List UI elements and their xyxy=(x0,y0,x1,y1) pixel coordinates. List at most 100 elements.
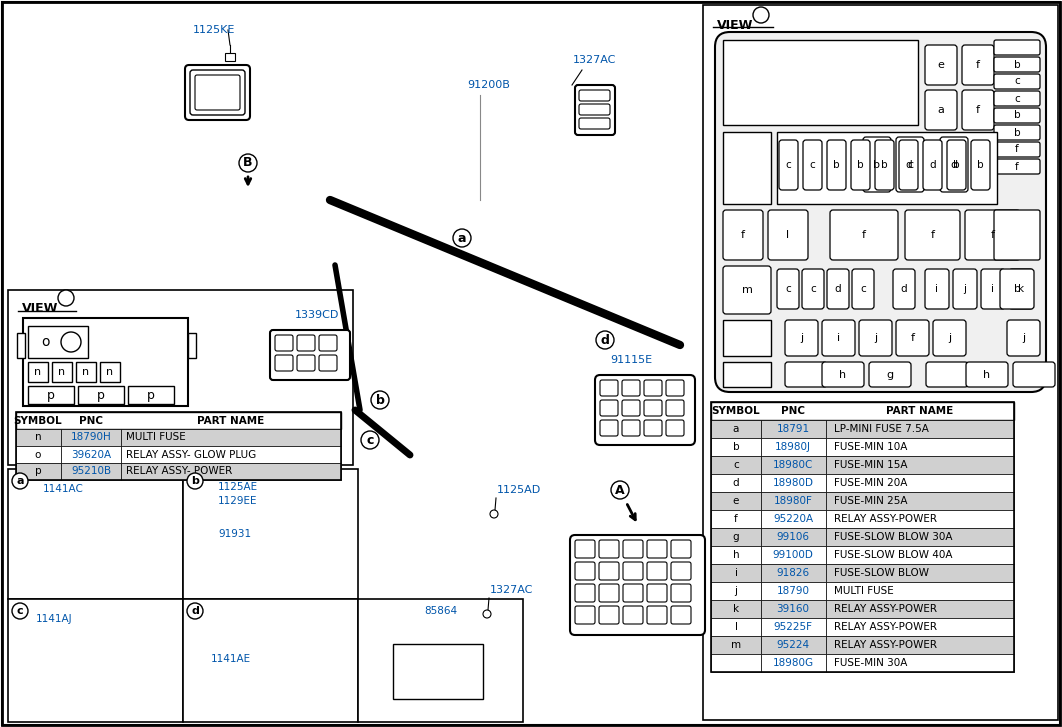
Text: FUSE-MIN 30A: FUSE-MIN 30A xyxy=(834,658,907,668)
FancyBboxPatch shape xyxy=(575,606,595,624)
FancyBboxPatch shape xyxy=(599,606,619,624)
Bar xyxy=(16,446,61,463)
FancyBboxPatch shape xyxy=(575,540,595,558)
Circle shape xyxy=(58,290,74,306)
FancyBboxPatch shape xyxy=(644,380,662,396)
FancyBboxPatch shape xyxy=(994,159,1040,174)
FancyBboxPatch shape xyxy=(599,584,619,602)
FancyBboxPatch shape xyxy=(940,137,967,192)
Text: 18980F: 18980F xyxy=(773,496,812,506)
FancyBboxPatch shape xyxy=(715,32,1046,392)
FancyBboxPatch shape xyxy=(671,584,691,602)
FancyBboxPatch shape xyxy=(926,362,967,387)
Text: 95224: 95224 xyxy=(776,640,809,650)
Bar xyxy=(761,546,826,564)
FancyBboxPatch shape xyxy=(275,335,293,351)
Bar xyxy=(710,402,1014,672)
Text: i: i xyxy=(992,284,994,294)
Text: p: p xyxy=(97,388,105,401)
Text: VIEW: VIEW xyxy=(22,302,58,315)
Text: c: c xyxy=(810,284,816,294)
Text: p: p xyxy=(147,388,155,401)
Text: 1327AC: 1327AC xyxy=(490,585,533,595)
Bar xyxy=(826,564,1014,582)
FancyBboxPatch shape xyxy=(575,562,595,580)
Circle shape xyxy=(12,603,28,619)
Bar xyxy=(761,600,826,618)
Text: h: h xyxy=(839,369,846,379)
Bar xyxy=(710,546,761,564)
Bar xyxy=(761,492,826,510)
Text: 1125KE: 1125KE xyxy=(193,25,236,35)
FancyBboxPatch shape xyxy=(319,335,337,351)
Text: c: c xyxy=(785,284,791,294)
FancyBboxPatch shape xyxy=(623,540,643,558)
Text: j: j xyxy=(948,333,952,343)
Text: RELAY ASSY-POWER: RELAY ASSY-POWER xyxy=(834,640,937,650)
FancyBboxPatch shape xyxy=(933,320,966,356)
Text: b: b xyxy=(881,160,888,170)
FancyBboxPatch shape xyxy=(994,125,1040,140)
FancyBboxPatch shape xyxy=(869,362,911,387)
Text: 99106: 99106 xyxy=(776,532,809,542)
FancyBboxPatch shape xyxy=(768,210,808,260)
Bar xyxy=(17,333,25,358)
Bar xyxy=(710,600,761,618)
Text: a: a xyxy=(458,231,466,244)
Bar xyxy=(121,446,341,463)
Text: n: n xyxy=(58,367,66,377)
FancyBboxPatch shape xyxy=(893,269,915,309)
Text: PART NAME: PART NAME xyxy=(198,416,264,425)
Bar xyxy=(61,463,121,480)
Text: b: b xyxy=(954,160,960,170)
Bar xyxy=(76,362,96,382)
Text: B: B xyxy=(243,156,253,169)
Text: h: h xyxy=(983,369,991,379)
FancyBboxPatch shape xyxy=(971,140,990,190)
FancyBboxPatch shape xyxy=(579,104,610,115)
Text: g: g xyxy=(887,369,893,379)
FancyBboxPatch shape xyxy=(644,400,662,416)
Text: PART NAME: PART NAME xyxy=(887,406,954,416)
Bar xyxy=(710,564,761,582)
Text: A: A xyxy=(757,10,766,20)
Circle shape xyxy=(239,154,257,172)
FancyBboxPatch shape xyxy=(319,355,337,371)
Bar xyxy=(826,420,1014,438)
Text: PNC: PNC xyxy=(781,406,805,416)
FancyBboxPatch shape xyxy=(900,140,918,190)
Text: b: b xyxy=(1014,111,1021,121)
Text: b: b xyxy=(191,476,199,486)
Bar xyxy=(826,510,1014,528)
Text: n: n xyxy=(34,367,41,377)
Bar xyxy=(761,618,826,636)
Text: f: f xyxy=(1015,145,1018,155)
FancyBboxPatch shape xyxy=(852,269,874,309)
FancyBboxPatch shape xyxy=(599,562,619,580)
FancyBboxPatch shape xyxy=(962,45,994,85)
Bar xyxy=(225,53,235,61)
Text: f: f xyxy=(930,230,935,240)
FancyBboxPatch shape xyxy=(896,320,929,356)
Text: 1125AE: 1125AE xyxy=(218,482,258,492)
Text: 1141AJ: 1141AJ xyxy=(36,614,72,624)
Bar xyxy=(23,318,188,406)
FancyBboxPatch shape xyxy=(647,606,667,624)
FancyBboxPatch shape xyxy=(622,380,640,396)
Text: d: d xyxy=(929,160,936,170)
Text: e: e xyxy=(733,496,739,506)
Text: 18790: 18790 xyxy=(776,586,809,596)
Bar xyxy=(52,362,72,382)
Bar xyxy=(188,333,196,358)
Bar xyxy=(761,636,826,654)
Text: m: m xyxy=(731,640,741,650)
Text: 85864: 85864 xyxy=(424,606,457,616)
Bar xyxy=(826,636,1014,654)
Text: 91826: 91826 xyxy=(776,568,809,578)
Text: d: d xyxy=(601,334,610,347)
FancyBboxPatch shape xyxy=(1007,320,1040,356)
Bar xyxy=(121,463,341,480)
Text: c: c xyxy=(733,460,739,470)
Bar xyxy=(723,320,771,356)
Text: c: c xyxy=(860,284,866,294)
